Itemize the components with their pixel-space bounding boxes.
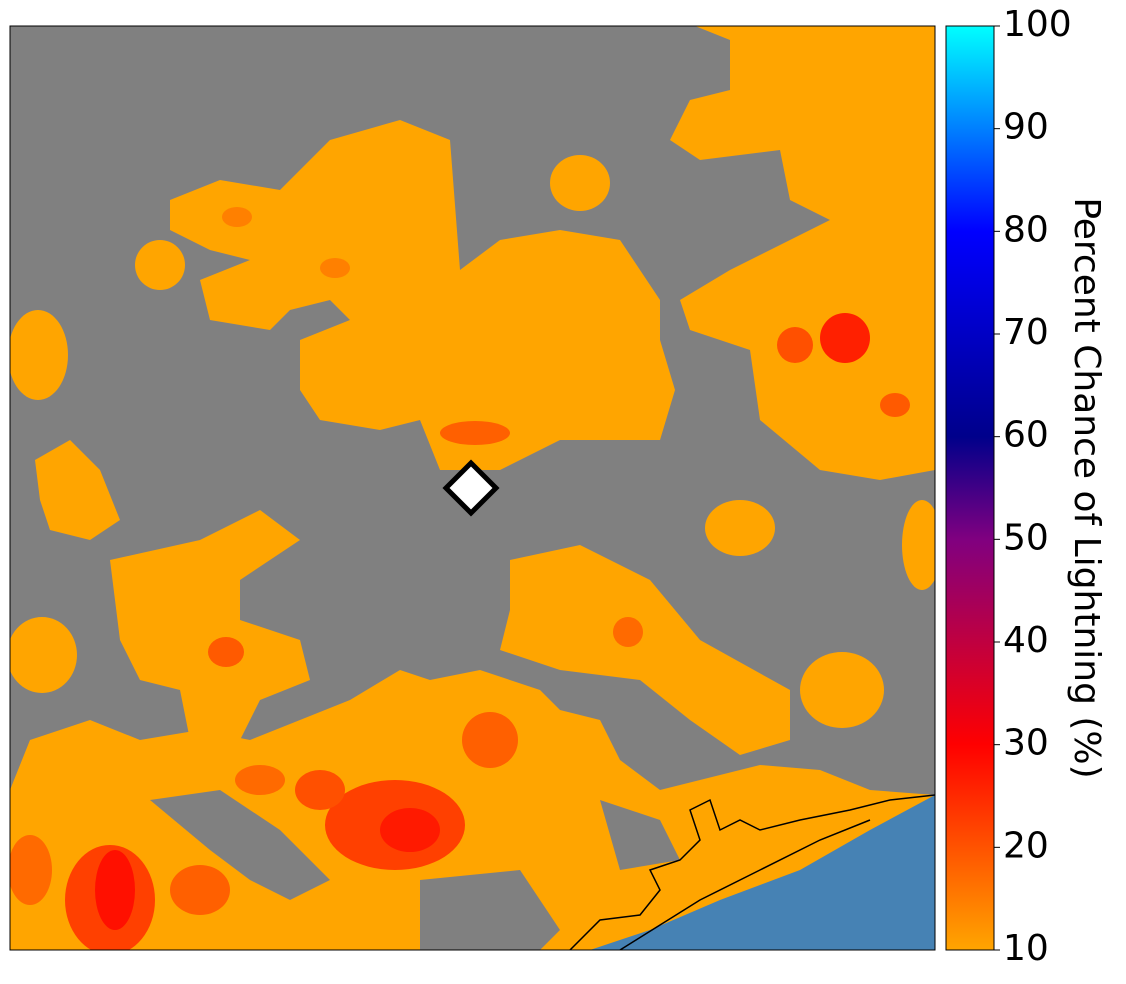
colorbar-tick-label: 30 [1003,723,1049,764]
colorbar-tick-label: 60 [1003,415,1049,456]
high-probability-spots [10,207,910,950]
colorbar-tick-label: 20 [1003,825,1049,866]
water [590,795,935,950]
colorbar-tick-label: 70 [1003,312,1049,353]
colorbar-tick-label: 10 [1003,928,1049,969]
colorbar-tick-label: 50 [1003,517,1049,558]
colorbar-tick-label: 40 [1003,620,1049,661]
colorbar-label: Percent Chance of Lightning (%) [1066,197,1107,778]
gaps [150,790,680,950]
map-frame [9,25,936,951]
colorbar-tick-label: 100 [1003,4,1072,45]
colorbar [945,25,995,951]
colorbar-tick-label: 80 [1003,209,1049,250]
coastline [569,794,935,950]
map [10,26,935,950]
colorbar-tick-label: 90 [1003,107,1049,148]
location-marker [442,459,500,517]
